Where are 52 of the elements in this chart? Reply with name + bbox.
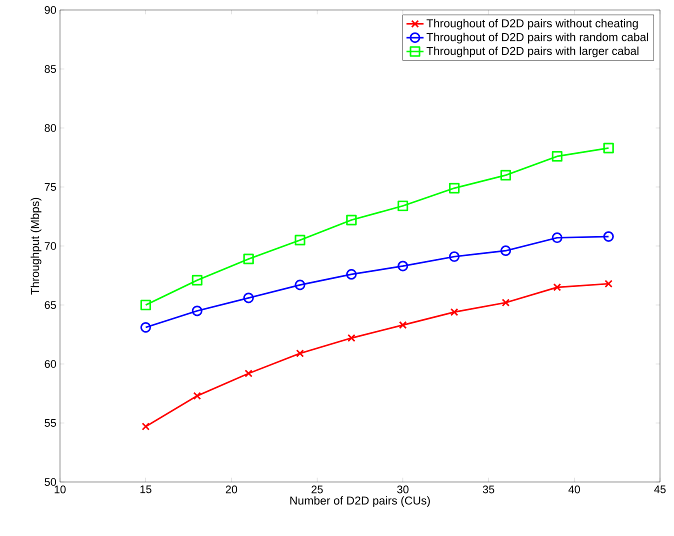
point bbox=[553, 283, 562, 292]
point bbox=[193, 392, 202, 400]
point bbox=[398, 321, 407, 330]
point bbox=[398, 260, 408, 272]
point bbox=[346, 214, 357, 226]
y-tick-label: 65 bbox=[44, 301, 56, 309]
legend-label: Throughout of D2D pairs without cheating bbox=[426, 18, 638, 30]
y-tick-label: 60 bbox=[44, 360, 56, 368]
point bbox=[243, 292, 254, 304]
point bbox=[243, 254, 254, 264]
point bbox=[502, 298, 510, 307]
x-tick-label: 40 bbox=[568, 486, 580, 494]
point bbox=[604, 280, 613, 288]
point bbox=[500, 245, 512, 256]
y-tick-label: 70 bbox=[44, 242, 56, 250]
x-tick-label: 20 bbox=[226, 486, 238, 494]
x-tick-label: 35 bbox=[482, 486, 494, 494]
point bbox=[140, 300, 152, 310]
point bbox=[500, 170, 512, 180]
x-tick-label: 45 bbox=[654, 486, 666, 494]
point bbox=[296, 349, 304, 358]
point bbox=[448, 251, 460, 262]
point bbox=[347, 334, 356, 342]
x-tick-label: 30 bbox=[397, 486, 409, 494]
x-tick-label: 15 bbox=[140, 486, 152, 494]
y-tick-label: 75 bbox=[44, 183, 56, 191]
point bbox=[552, 232, 562, 244]
y-tick-label: 80 bbox=[44, 124, 56, 132]
point bbox=[142, 422, 150, 431]
point bbox=[192, 274, 202, 286]
y-tick-label: 50 bbox=[44, 478, 56, 486]
point bbox=[294, 234, 306, 246]
point bbox=[398, 200, 408, 212]
point bbox=[192, 306, 202, 316]
legend-label: Throughput of D2D pairs with larger cabal bbox=[426, 46, 638, 58]
point bbox=[603, 231, 614, 242]
x-tick-label: 25 bbox=[312, 486, 323, 494]
point bbox=[552, 151, 562, 162]
legend-label: Throughout of D2D pairs with random cabal bbox=[426, 32, 648, 44]
x-tick-label: 10 bbox=[54, 486, 66, 494]
y-axis-title: Throughput (Mbps) bbox=[30, 198, 42, 295]
point bbox=[450, 308, 458, 316]
point bbox=[448, 182, 460, 194]
point bbox=[140, 322, 152, 333]
x-axis-title: Number of D2D pairs (CUs) bbox=[290, 496, 430, 507]
point bbox=[294, 280, 306, 290]
y-tick-label: 90 bbox=[44, 6, 56, 14]
y-tick-label: 55 bbox=[44, 419, 56, 427]
point bbox=[244, 369, 253, 378]
point bbox=[346, 269, 357, 280]
point bbox=[603, 142, 614, 154]
y-tick-label: 85 bbox=[44, 65, 56, 73]
